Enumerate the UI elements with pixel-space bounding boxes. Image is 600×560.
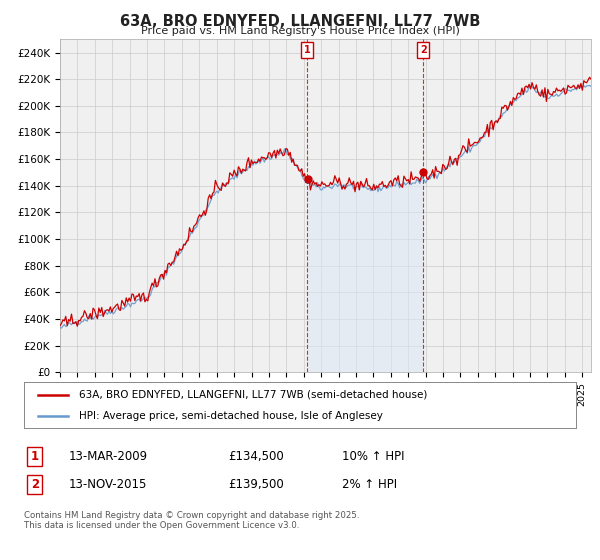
Text: 13-NOV-2015: 13-NOV-2015 <box>69 478 148 491</box>
Text: HPI: Average price, semi-detached house, Isle of Anglesey: HPI: Average price, semi-detached house,… <box>79 411 383 421</box>
Text: £139,500: £139,500 <box>228 478 284 491</box>
Text: 63A, BRO EDNYFED, LLANGEFNI, LL77  7WB: 63A, BRO EDNYFED, LLANGEFNI, LL77 7WB <box>120 14 480 29</box>
Text: £134,500: £134,500 <box>228 450 284 463</box>
Text: Contains HM Land Registry data © Crown copyright and database right 2025.
This d: Contains HM Land Registry data © Crown c… <box>24 511 359 530</box>
Text: 63A, BRO EDNYFED, LLANGEFNI, LL77 7WB (semi-detached house): 63A, BRO EDNYFED, LLANGEFNI, LL77 7WB (s… <box>79 390 428 400</box>
Text: 10% ↑ HPI: 10% ↑ HPI <box>342 450 404 463</box>
Text: 1: 1 <box>31 450 39 463</box>
Text: 2% ↑ HPI: 2% ↑ HPI <box>342 478 397 491</box>
Text: 2: 2 <box>420 45 427 55</box>
Text: Price paid vs. HM Land Registry's House Price Index (HPI): Price paid vs. HM Land Registry's House … <box>140 26 460 36</box>
Text: 13-MAR-2009: 13-MAR-2009 <box>69 450 148 463</box>
Text: 2: 2 <box>31 478 39 491</box>
Text: 1: 1 <box>304 45 311 55</box>
